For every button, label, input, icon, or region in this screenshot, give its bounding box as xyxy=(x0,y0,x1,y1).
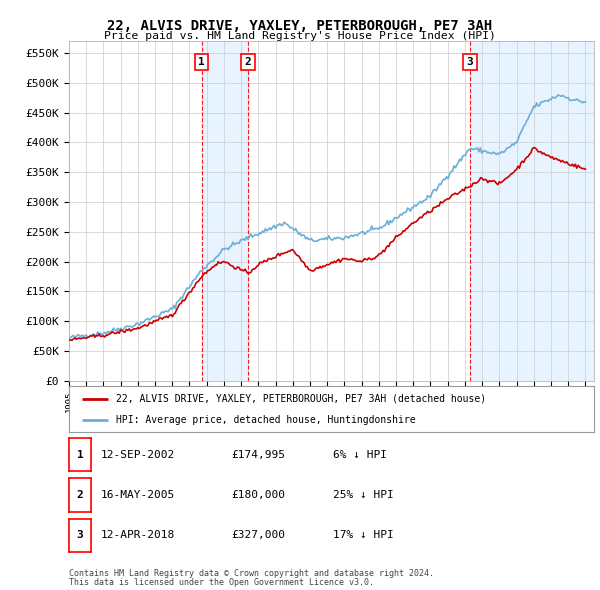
Bar xyxy=(470,41,594,381)
Text: 1: 1 xyxy=(198,57,205,67)
Text: HPI: Average price, detached house, Huntingdonshire: HPI: Average price, detached house, Hunt… xyxy=(116,415,416,425)
Bar xyxy=(202,41,248,381)
Text: £180,000: £180,000 xyxy=(231,490,285,500)
Text: 1: 1 xyxy=(77,450,83,460)
Text: 25% ↓ HPI: 25% ↓ HPI xyxy=(333,490,394,500)
Text: 6% ↓ HPI: 6% ↓ HPI xyxy=(333,450,387,460)
Text: 22, ALVIS DRIVE, YAXLEY, PETERBOROUGH, PE7 3AH (detached house): 22, ALVIS DRIVE, YAXLEY, PETERBOROUGH, P… xyxy=(116,394,487,404)
Text: This data is licensed under the Open Government Licence v3.0.: This data is licensed under the Open Gov… xyxy=(69,578,374,586)
Text: 12-SEP-2002: 12-SEP-2002 xyxy=(101,450,175,460)
Text: 12-APR-2018: 12-APR-2018 xyxy=(101,530,175,540)
Text: £327,000: £327,000 xyxy=(231,530,285,540)
Text: 16-MAY-2005: 16-MAY-2005 xyxy=(101,490,175,500)
Text: Price paid vs. HM Land Registry's House Price Index (HPI): Price paid vs. HM Land Registry's House … xyxy=(104,31,496,41)
Text: £174,995: £174,995 xyxy=(231,450,285,460)
Text: 3: 3 xyxy=(467,57,473,67)
Text: 22, ALVIS DRIVE, YAXLEY, PETERBOROUGH, PE7 3AH: 22, ALVIS DRIVE, YAXLEY, PETERBOROUGH, P… xyxy=(107,19,493,33)
Text: 2: 2 xyxy=(77,490,83,500)
Text: Contains HM Land Registry data © Crown copyright and database right 2024.: Contains HM Land Registry data © Crown c… xyxy=(69,569,434,578)
Text: 2: 2 xyxy=(245,57,251,67)
Text: 3: 3 xyxy=(77,530,83,540)
Text: 17% ↓ HPI: 17% ↓ HPI xyxy=(333,530,394,540)
